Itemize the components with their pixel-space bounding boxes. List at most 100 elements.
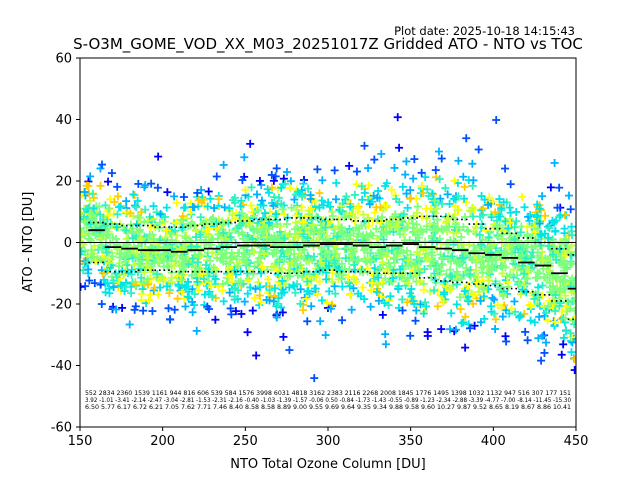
data-point	[310, 284, 319, 293]
data-point	[546, 288, 555, 297]
data-point	[335, 270, 344, 279]
data-point	[455, 239, 464, 248]
data-point	[548, 281, 557, 290]
data-point	[309, 252, 318, 261]
data-point	[328, 277, 337, 286]
data-point	[352, 180, 361, 189]
data-point	[271, 210, 280, 219]
data-point	[406, 289, 415, 298]
chart-title: S-O3M_GOME_VOD_XX_M03_20251017Z Gridded …	[73, 35, 583, 54]
data-point	[205, 224, 214, 233]
data-point	[231, 239, 240, 248]
data-point	[552, 255, 561, 264]
data-point	[445, 199, 454, 208]
data-point	[144, 296, 153, 305]
data-point	[313, 290, 322, 299]
data-point	[395, 198, 404, 207]
data-point	[503, 278, 512, 287]
data-point	[230, 193, 239, 202]
data-point	[206, 194, 215, 203]
data-point	[402, 189, 411, 198]
data-point	[550, 285, 559, 294]
data-point	[479, 292, 488, 301]
data-point	[276, 281, 285, 290]
data-point	[469, 290, 478, 299]
data-point	[512, 217, 521, 226]
x-axis-ticks: 150 200 250 300 350 400 450	[68, 427, 588, 449]
data-point	[504, 242, 513, 251]
data-point	[218, 225, 227, 234]
data-point	[469, 299, 478, 308]
data-point	[269, 262, 278, 271]
data-point	[267, 170, 276, 179]
data-point	[105, 289, 114, 298]
data-point	[202, 260, 211, 269]
data-point	[249, 211, 258, 220]
data-point	[315, 277, 324, 286]
data-point	[416, 226, 425, 235]
data-point	[181, 234, 190, 243]
data-point	[518, 192, 527, 201]
data-point	[289, 281, 298, 290]
data-point	[567, 333, 576, 342]
data-point	[133, 213, 142, 222]
y-tick-label: -20	[51, 298, 72, 313]
x-tick-label: 200	[150, 434, 175, 449]
data-point	[298, 272, 307, 281]
data-point	[173, 271, 182, 280]
data-point	[526, 302, 535, 311]
data-point	[219, 229, 228, 238]
data-point	[357, 232, 366, 241]
data-point	[402, 157, 411, 166]
data-point	[251, 284, 260, 293]
data-point	[277, 183, 286, 192]
data-point	[366, 302, 375, 311]
data-point	[265, 207, 274, 216]
data-point	[419, 189, 428, 198]
data-point	[497, 303, 506, 312]
data-point	[382, 202, 391, 211]
data-point	[450, 176, 459, 185]
data-point	[153, 269, 162, 278]
data-point	[477, 192, 486, 201]
data-point	[542, 338, 551, 347]
data-point	[516, 228, 525, 237]
data-point	[388, 246, 397, 255]
data-point	[417, 181, 426, 190]
data-point	[101, 279, 110, 288]
data-point	[129, 234, 138, 243]
data-point	[485, 193, 494, 202]
data-point	[274, 299, 283, 308]
data-point	[307, 204, 316, 213]
data-point	[331, 289, 340, 298]
data-point	[140, 183, 149, 192]
data-point	[551, 306, 560, 315]
data-point	[290, 195, 299, 204]
data-point	[368, 231, 377, 240]
data-point	[225, 272, 234, 281]
data-point	[499, 198, 508, 207]
data-point	[153, 183, 162, 192]
data-point	[108, 233, 117, 242]
data-point	[433, 215, 442, 224]
data-point	[246, 283, 255, 292]
data-point	[101, 221, 110, 230]
data-point	[333, 232, 342, 241]
data-point	[192, 233, 201, 242]
data-point	[431, 275, 440, 284]
data-point	[225, 288, 234, 297]
data-point	[324, 261, 333, 270]
data-point	[545, 224, 554, 233]
data-point	[377, 149, 386, 158]
data-point	[330, 166, 339, 175]
data-point	[376, 218, 385, 227]
data-point	[304, 184, 313, 193]
data-point	[226, 253, 235, 262]
data-point	[374, 296, 383, 305]
data-point	[180, 203, 189, 212]
data-point	[525, 265, 534, 274]
data-point	[85, 276, 94, 285]
data-point	[89, 193, 98, 202]
data-point	[526, 316, 535, 325]
data-point	[433, 302, 442, 311]
